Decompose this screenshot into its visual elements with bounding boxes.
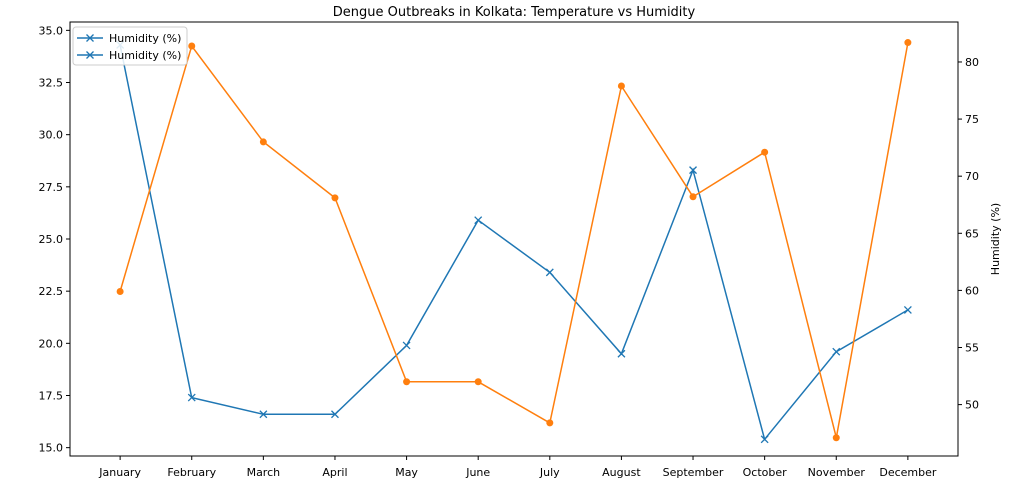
x-tick-label: August (602, 466, 641, 479)
right-tick-label: 80 (965, 56, 979, 69)
data-point-circle (474, 378, 482, 386)
data-point-circle (546, 419, 554, 427)
x-tick-label: November (808, 466, 866, 479)
data-point-circle (331, 194, 339, 202)
data-point-x (617, 349, 626, 358)
legend-entry: Humidity (%) (77, 32, 181, 45)
right-tick-label: 60 (965, 284, 979, 297)
right-tick-label: 55 (965, 342, 979, 355)
x-tick-label: December (879, 466, 937, 479)
data-point-x (545, 268, 554, 277)
x-axis: January February March April May June July Augu… (98, 456, 937, 479)
data-point-x (331, 410, 339, 419)
data-point-circle (116, 288, 124, 296)
data-point-circle (904, 39, 912, 47)
left-tick-label: 22.5 (39, 285, 64, 298)
x-tick-label: March (247, 466, 281, 479)
chart-title: Dengue Outbreaks in Kolkata: Temperature… (333, 5, 696, 20)
left-tick-label: 25.0 (39, 233, 64, 246)
x-tick-label: May (395, 466, 418, 479)
left-tick-label: 35.0 (39, 24, 64, 37)
data-point-circle (259, 138, 267, 146)
right-tick-label: 75 (965, 113, 979, 126)
right-axis: 50 55 60 65 70 75 80 (958, 56, 979, 412)
data-point-x (187, 393, 196, 402)
right-tick-label: 65 (965, 227, 979, 240)
legend-label: Humidity (%) (109, 49, 181, 62)
left-tick-label: 32.5 (39, 77, 64, 90)
data-point-circle (832, 434, 840, 442)
left-tick-label: 15.0 (39, 442, 64, 455)
legend-entry: Humidity (%) (77, 49, 181, 62)
left-tick-label: 20.0 (39, 337, 64, 350)
x-tick-label: February (167, 466, 216, 479)
series-line-1 (119, 42, 909, 438)
legend-marker-x (86, 34, 94, 42)
legend-entries: Humidity (%) Humidity (%) (77, 32, 181, 62)
data-point-x (832, 347, 841, 356)
right-tick-label: 50 (965, 399, 979, 412)
data-point-x (474, 216, 483, 225)
data-point-x (689, 166, 697, 175)
x-tick-label: April (322, 466, 347, 479)
legend: Humidity (%) Humidity (%) (72, 26, 188, 66)
data-point-circle (403, 378, 411, 386)
data-point-circle (617, 82, 625, 90)
x-tick-label: July (539, 466, 560, 479)
legend-marker-x (86, 51, 94, 59)
legend-label: Humidity (%) (109, 32, 181, 45)
data-point-x (259, 410, 268, 419)
right-tick-label: 70 (965, 170, 979, 183)
series-line-0 (119, 44, 909, 441)
series-layer (116, 39, 912, 444)
left-tick-label: 30.0 (39, 129, 64, 142)
data-point-circle (761, 148, 769, 156)
data-point-x (903, 305, 912, 314)
data-point-circle (689, 193, 697, 201)
left-axis: 15.0 17.5 20.0 22.5 25.0 27.5 30.0 32.5 35.0 (39, 24, 70, 455)
x-tick-label: January (98, 466, 141, 479)
data-point-circle (188, 42, 196, 50)
left-tick-label: 27.5 (39, 181, 64, 194)
x-tick-label: June (465, 466, 490, 479)
data-point-x (402, 341, 411, 350)
x-tick-label: September (663, 466, 724, 479)
x-tick-label: October (743, 466, 787, 479)
left-tick-label: 17.5 (39, 389, 64, 402)
right-axis-title: Humidity (%) (989, 203, 1002, 275)
data-point-x (760, 435, 769, 444)
